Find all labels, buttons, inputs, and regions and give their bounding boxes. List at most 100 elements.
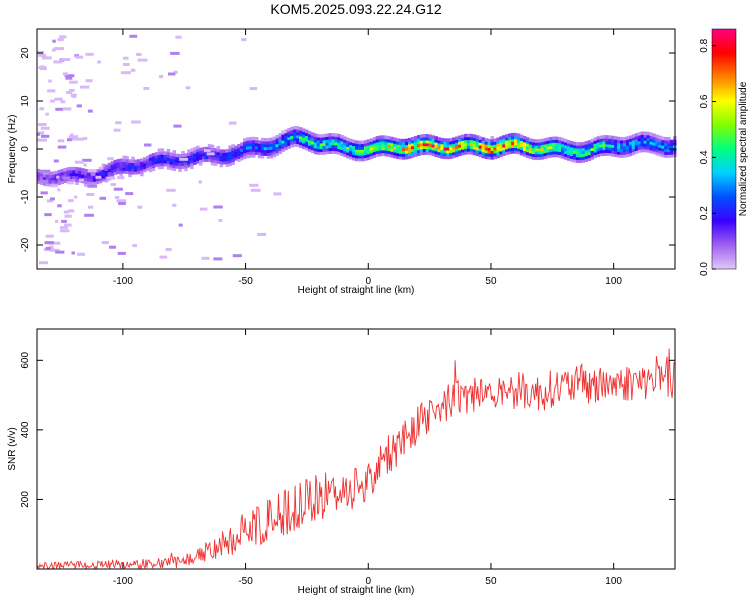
heatmap-cell [240, 145, 244, 149]
heatmap-cell [640, 137, 645, 141]
heatmap-cell [458, 149, 462, 154]
heatmap-cell [446, 147, 450, 151]
heatmap-cell [60, 177, 65, 182]
heatmap-cell [325, 133, 330, 137]
heatmap-cell [293, 126, 297, 130]
heatmap-cell [508, 136, 512, 140]
x-tick-label: 0 [365, 576, 371, 587]
heatmap-cell [511, 147, 515, 151]
heatmap-cell [296, 134, 300, 139]
heatmap-cell [408, 149, 412, 153]
heatmap-cell [564, 153, 568, 157]
heatmap-cell [72, 175, 76, 179]
heatmap-cell [275, 135, 279, 139]
heatmap-cell [390, 145, 394, 149]
heatmap-cell [593, 146, 597, 150]
heatmap-cell [146, 155, 150, 160]
heatmap-cell [478, 142, 483, 146]
heatmap-cell [496, 143, 500, 147]
heatmap-cell [425, 139, 430, 144]
heatmap-cell [484, 149, 489, 154]
heatmap-cell [461, 140, 465, 144]
heatmap-cell [599, 135, 603, 139]
heatmap-cell [499, 136, 503, 140]
colorbar-tick-label: 0.2 [699, 206, 710, 220]
heatmap-cell [310, 143, 315, 148]
heatmap-cell [117, 251, 126, 255]
heatmap-cell [546, 149, 550, 153]
heatmap-cell [490, 144, 494, 149]
heatmap-cell [623, 136, 627, 141]
heatmap-cell [590, 153, 595, 157]
heatmap-cell [652, 142, 656, 146]
heatmap-cell [66, 167, 70, 171]
heatmap-cell [590, 150, 595, 154]
heatmap-cell [337, 148, 341, 152]
heatmap-cell [331, 138, 335, 143]
heatmap-cell [290, 135, 294, 139]
heatmap-cell [263, 149, 268, 154]
heatmap-cell [237, 149, 241, 154]
heatmap-cell [567, 145, 571, 150]
heatmap-cell [293, 131, 297, 136]
heatmap-cell [249, 136, 253, 141]
heatmap-cell [405, 138, 409, 143]
heatmap-cell [125, 161, 129, 166]
heatmap-cell [307, 148, 312, 152]
heatmap-cell [92, 178, 97, 182]
snr-line [36, 348, 675, 571]
heatmap-cell [472, 137, 477, 141]
heatmap-cell [611, 135, 615, 140]
heatmap-cell [422, 139, 427, 144]
heatmap-cell [101, 163, 106, 168]
heatmap-cell [204, 149, 211, 153]
heatmap-cell [122, 170, 126, 174]
heatmap-cell [284, 141, 288, 145]
heatmap-cell [372, 145, 377, 150]
heatmap-cell [584, 149, 589, 154]
heatmap-cell [199, 156, 203, 160]
heatmap-cell [590, 156, 595, 160]
heatmap-cell [67, 199, 74, 203]
heatmap-cell [157, 157, 162, 161]
heatmap-cell [243, 144, 247, 148]
heatmap-cell [254, 137, 259, 141]
heatmap-cell [466, 142, 471, 146]
heatmap-cell [349, 153, 353, 157]
heatmap-cell [667, 140, 671, 144]
heatmap-cell [228, 156, 232, 161]
heatmap-cell [234, 157, 238, 161]
heatmap-cell [232, 254, 242, 258]
heatmap-cell [210, 144, 215, 149]
heatmap-cell [461, 137, 465, 141]
heatmap-cell [319, 134, 324, 138]
heatmap-cell [172, 153, 176, 157]
heatmap-cell [51, 174, 56, 178]
heatmap-cell [172, 158, 176, 163]
heatmap-cell [584, 141, 589, 145]
heatmap-cell [517, 142, 521, 146]
heatmap-cell [119, 173, 123, 177]
heatmap-cell [169, 155, 173, 159]
heatmap-cell [475, 144, 480, 148]
heatmap-cell [160, 159, 165, 164]
heatmap-cell [87, 178, 91, 182]
heatmap-cell [578, 145, 583, 149]
heatmap-cell [469, 142, 474, 146]
heatmap-cell [71, 251, 75, 255]
heatmap-cell [649, 132, 653, 136]
heatmap-cell [428, 149, 433, 153]
heatmap-cell [269, 143, 274, 147]
heatmap-cell [160, 156, 165, 161]
heatmap-cell [143, 163, 147, 167]
heatmap-cell [340, 135, 344, 139]
heatmap-cell [95, 177, 100, 182]
heatmap-cell [384, 135, 388, 140]
heatmap-cell [570, 143, 574, 148]
heatmap-cell [634, 144, 639, 149]
heatmap-cell [358, 155, 362, 159]
heatmap-cell [116, 164, 120, 169]
heatmap-cell [39, 169, 44, 174]
